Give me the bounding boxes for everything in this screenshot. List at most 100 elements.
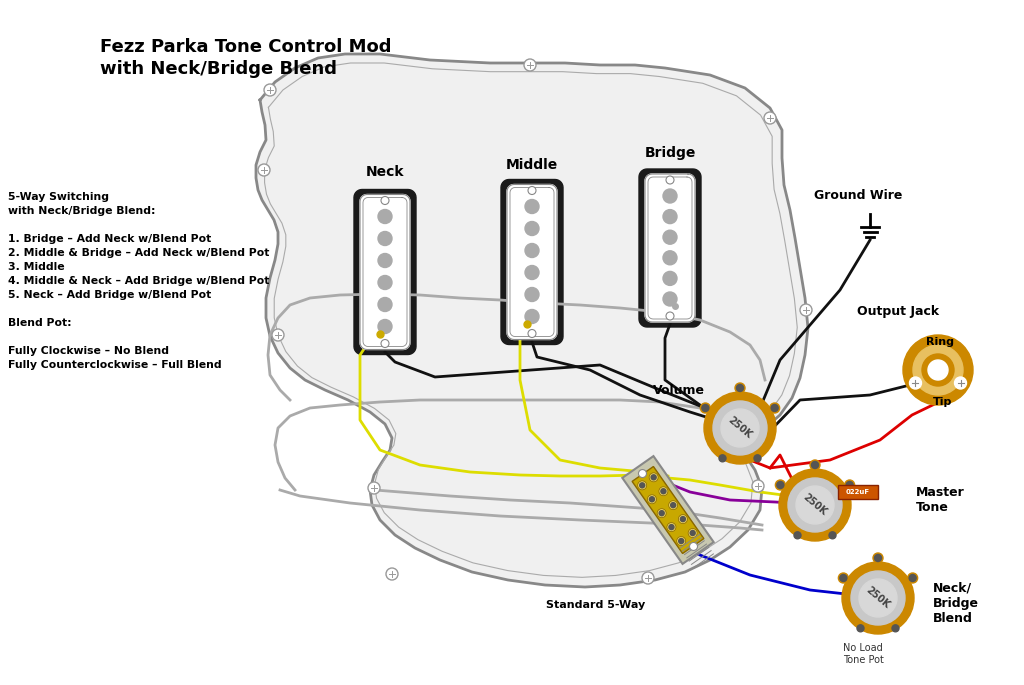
Circle shape <box>663 189 677 203</box>
Circle shape <box>378 275 392 290</box>
Polygon shape <box>623 456 714 564</box>
Circle shape <box>666 176 674 184</box>
Circle shape <box>667 523 676 532</box>
Circle shape <box>658 487 668 496</box>
Circle shape <box>381 340 389 347</box>
Circle shape <box>368 482 380 494</box>
Circle shape <box>679 538 684 543</box>
Circle shape <box>775 480 785 490</box>
Text: Master
Tone: Master Tone <box>916 486 965 514</box>
Circle shape <box>873 553 883 563</box>
Circle shape <box>779 469 851 541</box>
Polygon shape <box>507 184 557 340</box>
Circle shape <box>640 483 645 488</box>
Circle shape <box>680 516 685 521</box>
Circle shape <box>639 469 646 477</box>
Circle shape <box>840 575 847 582</box>
Text: Bridge: Bridge <box>644 146 695 160</box>
Text: Output Jack: Output Jack <box>857 305 939 318</box>
Text: Ring: Ring <box>926 337 954 347</box>
Circle shape <box>909 377 922 389</box>
Polygon shape <box>632 466 703 553</box>
Circle shape <box>811 462 818 469</box>
Circle shape <box>525 266 539 279</box>
Circle shape <box>386 568 398 580</box>
Circle shape <box>770 403 779 413</box>
Circle shape <box>524 59 536 71</box>
Circle shape <box>796 486 834 524</box>
Text: 250K: 250K <box>864 585 892 611</box>
Circle shape <box>688 529 697 538</box>
Polygon shape <box>501 179 563 345</box>
Polygon shape <box>354 190 416 355</box>
Circle shape <box>845 480 855 490</box>
Circle shape <box>829 532 836 539</box>
Circle shape <box>663 292 677 306</box>
Circle shape <box>525 221 539 236</box>
Circle shape <box>874 554 882 562</box>
Circle shape <box>701 405 709 412</box>
Circle shape <box>525 243 539 258</box>
Circle shape <box>719 455 726 462</box>
Circle shape <box>660 488 666 494</box>
Circle shape <box>272 329 284 341</box>
Text: Standard 5-Way: Standard 5-Way <box>547 600 645 610</box>
Text: Tip: Tip <box>933 397 952 407</box>
Circle shape <box>907 573 918 583</box>
Circle shape <box>777 482 783 488</box>
Circle shape <box>713 401 767 455</box>
Circle shape <box>378 253 392 268</box>
Circle shape <box>903 335 973 405</box>
Circle shape <box>810 460 820 470</box>
Circle shape <box>649 473 658 482</box>
Circle shape <box>378 210 392 223</box>
Circle shape <box>736 384 743 392</box>
Circle shape <box>659 511 665 516</box>
Text: Neck: Neck <box>366 165 404 179</box>
Circle shape <box>649 497 654 502</box>
Circle shape <box>677 536 686 545</box>
Circle shape <box>638 481 647 490</box>
Polygon shape <box>256 54 808 587</box>
Circle shape <box>528 329 536 338</box>
Circle shape <box>525 199 539 214</box>
Circle shape <box>525 288 539 301</box>
Circle shape <box>764 112 776 124</box>
Circle shape <box>913 345 963 395</box>
Circle shape <box>258 164 270 176</box>
Circle shape <box>735 383 745 393</box>
Text: Volume: Volume <box>653 384 705 397</box>
Circle shape <box>642 572 654 584</box>
Polygon shape <box>838 485 878 499</box>
Circle shape <box>846 482 853 488</box>
Circle shape <box>378 297 392 312</box>
Polygon shape <box>645 174 695 322</box>
Circle shape <box>663 271 677 286</box>
Circle shape <box>679 514 687 523</box>
Circle shape <box>663 230 677 244</box>
Circle shape <box>690 530 695 536</box>
Circle shape <box>771 405 778 412</box>
Circle shape <box>842 562 914 634</box>
Circle shape <box>378 319 392 334</box>
Circle shape <box>663 210 677 223</box>
Circle shape <box>928 360 948 380</box>
Circle shape <box>651 475 656 480</box>
Circle shape <box>859 579 897 617</box>
Circle shape <box>794 532 801 539</box>
Text: Neck/
Bridge
Blend: Neck/ Bridge Blend <box>933 582 979 625</box>
Polygon shape <box>639 169 701 327</box>
Circle shape <box>839 573 848 583</box>
Circle shape <box>800 304 812 316</box>
Text: Fezz Parka Tone Control Mod
with Neck/Bridge Blend: Fezz Parka Tone Control Mod with Neck/Br… <box>100 38 391 78</box>
Circle shape <box>381 197 389 205</box>
Circle shape <box>689 543 697 551</box>
Polygon shape <box>360 195 410 349</box>
Circle shape <box>788 478 842 532</box>
Circle shape <box>857 625 864 632</box>
Text: 250K: 250K <box>726 415 754 440</box>
Text: 5-Way Switching
with Neck/Bridge Blend:

1. Bridge – Add Neck w/Blend Pot
2. Mid: 5-Way Switching with Neck/Bridge Blend: … <box>8 192 269 370</box>
Circle shape <box>669 525 674 530</box>
Circle shape <box>669 501 678 510</box>
Circle shape <box>657 509 667 518</box>
